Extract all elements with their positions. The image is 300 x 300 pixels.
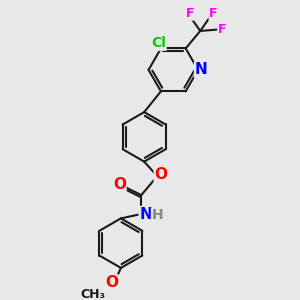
Text: F: F bbox=[186, 7, 194, 20]
Text: H: H bbox=[152, 208, 163, 223]
Text: Cl: Cl bbox=[151, 36, 166, 50]
Text: N: N bbox=[139, 206, 152, 221]
Text: O: O bbox=[113, 176, 126, 191]
Text: O: O bbox=[105, 275, 118, 290]
Text: F: F bbox=[218, 23, 226, 36]
Text: N: N bbox=[195, 62, 207, 77]
Text: F: F bbox=[209, 7, 218, 20]
Text: CH₃: CH₃ bbox=[81, 288, 106, 300]
Text: O: O bbox=[154, 167, 167, 182]
